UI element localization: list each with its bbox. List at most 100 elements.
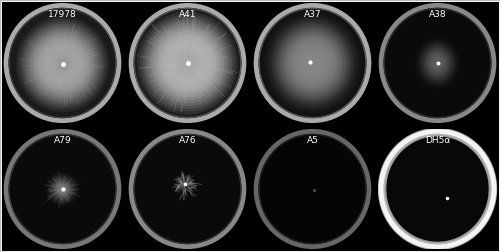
- Ellipse shape: [62, 188, 63, 190]
- Ellipse shape: [418, 41, 457, 85]
- Ellipse shape: [46, 173, 78, 205]
- Ellipse shape: [424, 47, 451, 79]
- Ellipse shape: [20, 21, 104, 107]
- Ellipse shape: [182, 182, 187, 186]
- Ellipse shape: [427, 51, 448, 75]
- Ellipse shape: [274, 22, 351, 104]
- Ellipse shape: [191, 187, 192, 189]
- Ellipse shape: [255, 5, 370, 121]
- Ellipse shape: [380, 5, 495, 121]
- Ellipse shape: [181, 56, 194, 70]
- Ellipse shape: [172, 48, 203, 78]
- Ellipse shape: [384, 135, 490, 243]
- Ellipse shape: [151, 26, 224, 100]
- Ellipse shape: [269, 18, 356, 108]
- Ellipse shape: [52, 178, 73, 200]
- Ellipse shape: [184, 59, 192, 67]
- Ellipse shape: [176, 185, 180, 189]
- Ellipse shape: [28, 28, 98, 100]
- Ellipse shape: [384, 9, 490, 117]
- Ellipse shape: [428, 52, 447, 74]
- Ellipse shape: [177, 186, 180, 189]
- Ellipse shape: [148, 23, 226, 103]
- Ellipse shape: [134, 135, 240, 243]
- Ellipse shape: [44, 46, 80, 83]
- Text: 17978: 17978: [48, 10, 77, 19]
- Ellipse shape: [143, 17, 232, 109]
- Ellipse shape: [35, 36, 90, 92]
- Ellipse shape: [30, 31, 95, 98]
- Ellipse shape: [380, 131, 495, 247]
- Ellipse shape: [59, 60, 66, 68]
- Ellipse shape: [186, 177, 190, 182]
- Ellipse shape: [184, 183, 186, 185]
- Ellipse shape: [186, 177, 190, 181]
- Ellipse shape: [178, 53, 197, 73]
- Ellipse shape: [164, 40, 210, 86]
- Ellipse shape: [38, 38, 88, 90]
- Ellipse shape: [309, 59, 316, 67]
- Ellipse shape: [183, 183, 186, 186]
- Ellipse shape: [162, 37, 213, 89]
- Ellipse shape: [280, 29, 345, 97]
- Ellipse shape: [10, 135, 116, 243]
- Ellipse shape: [16, 16, 110, 112]
- Ellipse shape: [290, 40, 335, 86]
- Ellipse shape: [56, 58, 68, 70]
- Ellipse shape: [191, 187, 192, 188]
- Ellipse shape: [48, 175, 76, 203]
- Ellipse shape: [437, 62, 438, 64]
- Ellipse shape: [272, 20, 353, 106]
- Ellipse shape: [422, 46, 452, 80]
- Ellipse shape: [156, 31, 218, 95]
- Ellipse shape: [170, 45, 205, 81]
- Ellipse shape: [300, 51, 324, 75]
- Ellipse shape: [190, 186, 193, 189]
- Text: DH5α: DH5α: [425, 136, 450, 145]
- Ellipse shape: [134, 9, 240, 117]
- Ellipse shape: [57, 183, 68, 195]
- Text: A38: A38: [428, 10, 446, 19]
- Ellipse shape: [176, 51, 200, 75]
- Ellipse shape: [58, 185, 66, 193]
- Ellipse shape: [23, 24, 102, 105]
- Ellipse shape: [436, 61, 440, 65]
- Ellipse shape: [178, 176, 182, 180]
- Ellipse shape: [54, 56, 71, 73]
- Ellipse shape: [62, 63, 64, 66]
- Ellipse shape: [426, 49, 450, 77]
- Ellipse shape: [296, 46, 328, 80]
- Ellipse shape: [5, 5, 120, 121]
- Ellipse shape: [55, 181, 70, 197]
- Ellipse shape: [307, 57, 318, 69]
- Ellipse shape: [60, 187, 65, 191]
- Text: A5: A5: [306, 136, 318, 145]
- Ellipse shape: [54, 180, 72, 198]
- Ellipse shape: [186, 62, 188, 64]
- Ellipse shape: [292, 42, 333, 84]
- Ellipse shape: [178, 177, 181, 179]
- Ellipse shape: [134, 9, 240, 117]
- Ellipse shape: [179, 177, 180, 179]
- Ellipse shape: [311, 62, 314, 64]
- Ellipse shape: [305, 55, 320, 71]
- Ellipse shape: [50, 176, 75, 202]
- Ellipse shape: [52, 53, 74, 75]
- Ellipse shape: [282, 31, 343, 95]
- Ellipse shape: [182, 181, 188, 187]
- Ellipse shape: [50, 51, 76, 78]
- Ellipse shape: [303, 53, 322, 73]
- Ellipse shape: [294, 44, 330, 82]
- Ellipse shape: [138, 12, 237, 114]
- Ellipse shape: [288, 38, 337, 88]
- Ellipse shape: [260, 9, 366, 117]
- Text: A79: A79: [54, 136, 72, 145]
- Ellipse shape: [276, 24, 349, 102]
- Ellipse shape: [26, 26, 100, 102]
- Ellipse shape: [278, 26, 347, 100]
- Text: A37: A37: [304, 10, 322, 19]
- Ellipse shape: [47, 48, 78, 80]
- Ellipse shape: [168, 42, 207, 84]
- Ellipse shape: [42, 43, 83, 85]
- Ellipse shape: [431, 56, 444, 70]
